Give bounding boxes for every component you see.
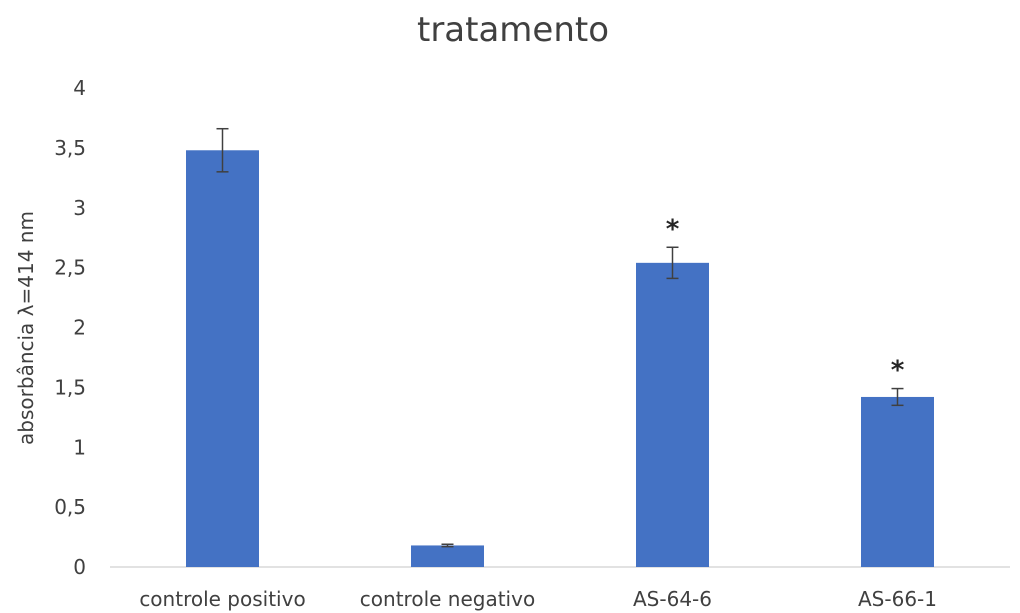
- bar: [636, 262, 709, 567]
- significance-annotation: *: [891, 356, 905, 386]
- y-tick-label: 2: [73, 316, 86, 340]
- y-tick-label: 0,5: [54, 495, 86, 519]
- y-tick-label: 1: [73, 435, 86, 459]
- error-bar: [441, 543, 454, 548]
- y-tick-label: 0: [73, 555, 86, 579]
- y-tick-label: 3: [73, 196, 86, 220]
- bars-group: [186, 150, 934, 567]
- bar: [411, 545, 484, 567]
- x-axis-ticks: controle positivo controle negativo AS-64-…: [139, 587, 937, 611]
- x-tick-label: AS-64-6: [633, 587, 712, 611]
- significance-annotation: *: [666, 214, 680, 244]
- y-tick-label: 3,5: [54, 136, 86, 160]
- error-bar: [666, 246, 679, 280]
- bar: [861, 396, 934, 567]
- y-axis-ticks: 0 0,5 1 1,5 2 2,5 3 3,5 4: [54, 76, 86, 579]
- x-tick-label: controle positivo: [139, 587, 305, 611]
- y-tick-label: 4: [73, 76, 86, 100]
- error-bar: [891, 387, 904, 407]
- bar: [186, 150, 259, 567]
- x-tick-label: AS-66-1: [858, 587, 937, 611]
- chart-title: tratamento: [417, 10, 609, 50]
- error-bar: [216, 127, 229, 173]
- error-bars-group: [216, 127, 904, 548]
- x-tick-label: controle negativo: [360, 587, 535, 611]
- y-axis-label: absorbância λ=414 nm: [14, 211, 38, 445]
- y-tick-label: 1,5: [54, 375, 86, 399]
- annotations-group: **: [666, 214, 905, 385]
- y-tick-label: 2,5: [54, 256, 86, 280]
